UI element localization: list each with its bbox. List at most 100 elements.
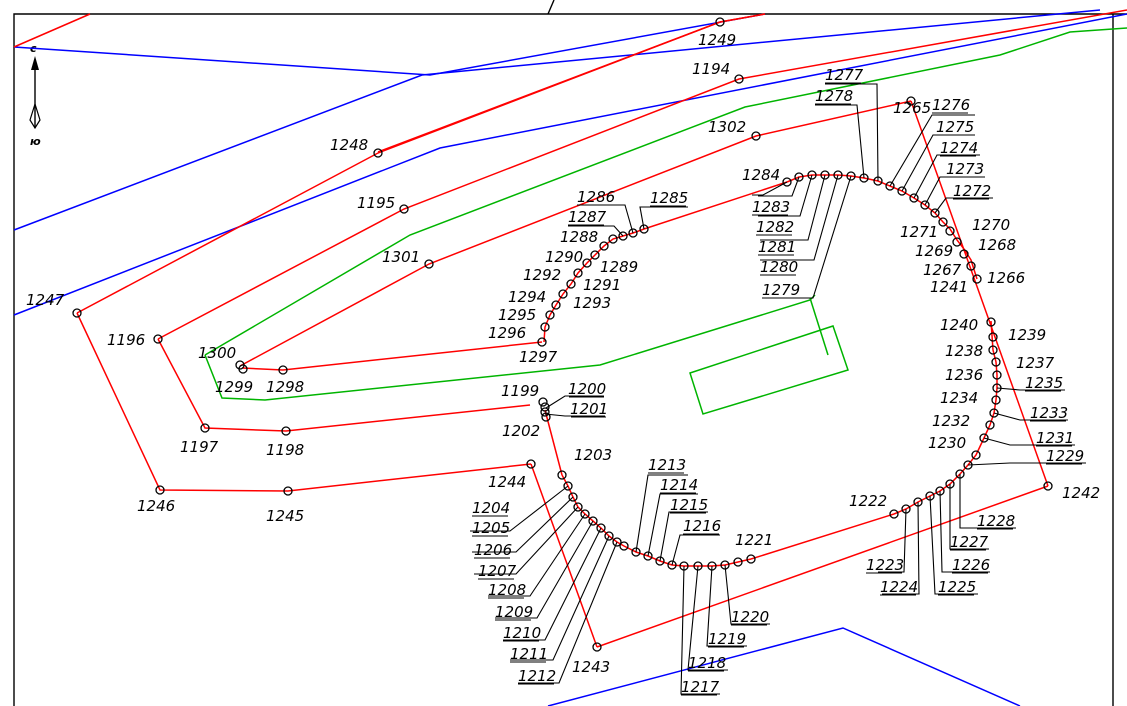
- point-marker: [885, 181, 895, 191]
- point-marker: [751, 131, 761, 141]
- point-label: 1284: [742, 166, 780, 184]
- point-label: 1217: [681, 678, 720, 696]
- point-label: 1222: [849, 492, 887, 510]
- point-label: 1197: [180, 438, 219, 456]
- green-building-link: [809, 297, 829, 356]
- point-label: 1233: [1030, 404, 1068, 422]
- point-label: 1231: [1036, 429, 1074, 447]
- point-marker: [573, 502, 583, 512]
- red-boundary-1298-1297: [241, 341, 543, 371]
- point-marker: [938, 217, 948, 227]
- drawing-frame: [13, 13, 1127, 706]
- point-marker: [618, 231, 628, 241]
- point-label: 1282: [756, 218, 794, 236]
- point-marker: [820, 170, 830, 180]
- point-label: 1267: [923, 261, 962, 279]
- point-label: 1270: [972, 216, 1010, 234]
- red-boundary-1300-1302: [239, 100, 912, 367]
- point-marker: [566, 279, 576, 289]
- point-label: 1274: [940, 139, 978, 157]
- point-label: 1287: [568, 208, 607, 226]
- point-label: 1223: [866, 556, 904, 574]
- red-boundary-1247-1244: [76, 13, 766, 314]
- point-marker: [596, 523, 606, 533]
- label-underlines: [472, 82, 1082, 696]
- blue-boundary-lower: [547, 627, 1021, 706]
- point-label: 1213: [648, 456, 686, 474]
- red-boundary-outer: [76, 312, 532, 492]
- point-marker: [979, 433, 989, 443]
- point-marker: [612, 537, 622, 547]
- point-marker: [155, 485, 165, 495]
- point-label: 1212: [518, 667, 556, 685]
- point-marker: [568, 492, 578, 502]
- point-label: 1242: [1062, 484, 1100, 502]
- red-boundary-1196: [157, 9, 1127, 340]
- point-label: 1205: [472, 519, 510, 537]
- point-label: 1294: [508, 288, 546, 306]
- point-label: 1209: [495, 603, 533, 621]
- point-label: 1208: [488, 581, 526, 599]
- point-marker: [991, 357, 1001, 367]
- point-label: 1281: [758, 238, 796, 256]
- point-label: 1200: [568, 380, 606, 398]
- point-label: 1215: [670, 496, 708, 514]
- point-label: 1195: [357, 194, 395, 212]
- red-boundary-1221-1222: [750, 513, 895, 560]
- point-marker: [909, 193, 919, 203]
- north-arrow-icon: с ю: [29, 42, 41, 148]
- point-label: 1269: [915, 242, 953, 260]
- point-marker: [963, 460, 973, 470]
- point-marker: [873, 176, 883, 186]
- point-marker: [153, 334, 163, 344]
- point-label: 1204: [472, 499, 510, 517]
- point-label: 1210: [503, 624, 541, 642]
- point-marker: [557, 470, 567, 480]
- point-marker: [913, 497, 923, 507]
- point-label: 1227: [950, 533, 989, 551]
- point-marker: [972, 274, 982, 284]
- point-label: 1300: [198, 344, 236, 362]
- point-label: 1237: [1016, 354, 1055, 372]
- point-marker: [889, 509, 899, 519]
- point-marker: [424, 259, 434, 269]
- point-label: 1230: [928, 434, 966, 452]
- blue-boundary-middle: [13, 9, 1101, 231]
- point-label: 1238: [945, 342, 983, 360]
- point-marker: [897, 186, 907, 196]
- point-marker: [733, 557, 743, 567]
- point-label: 1214: [660, 476, 698, 494]
- point-marker: [925, 491, 935, 501]
- point-label: 1224: [880, 578, 918, 596]
- point-marker: [526, 459, 536, 469]
- point-marker: [985, 420, 995, 430]
- survey-point-markers: [72, 17, 1053, 652]
- red-boundary-1197-1199: [157, 338, 531, 432]
- point-marker: [540, 402, 550, 412]
- point-label: 1221: [735, 531, 773, 549]
- point-marker: [901, 504, 911, 514]
- point-marker: [734, 74, 744, 84]
- point-label: 1218: [688, 654, 726, 672]
- point-marker: [945, 479, 955, 489]
- point-marker: [986, 317, 996, 327]
- blue-boundary-diagonal: [13, 13, 1127, 316]
- point-label: 1275: [936, 118, 974, 136]
- point-marker: [588, 516, 598, 526]
- point-label: 1247: [26, 291, 65, 309]
- point-label: 1203: [574, 446, 612, 464]
- red-boundary-1203-1199: [544, 409, 563, 476]
- point-marker: [200, 423, 210, 433]
- south-letter: ю: [30, 135, 41, 148]
- point-marker: [991, 395, 1001, 405]
- point-label: 1277: [825, 66, 864, 84]
- point-label: 1295: [498, 306, 536, 324]
- point-marker: [541, 412, 551, 422]
- point-marker: [952, 237, 962, 247]
- point-marker: [608, 234, 618, 244]
- point-marker: [631, 547, 641, 557]
- point-marker: [955, 469, 965, 479]
- point-label: 1291: [583, 276, 621, 294]
- point-marker: [72, 308, 82, 318]
- point-label: 1228: [977, 512, 1015, 530]
